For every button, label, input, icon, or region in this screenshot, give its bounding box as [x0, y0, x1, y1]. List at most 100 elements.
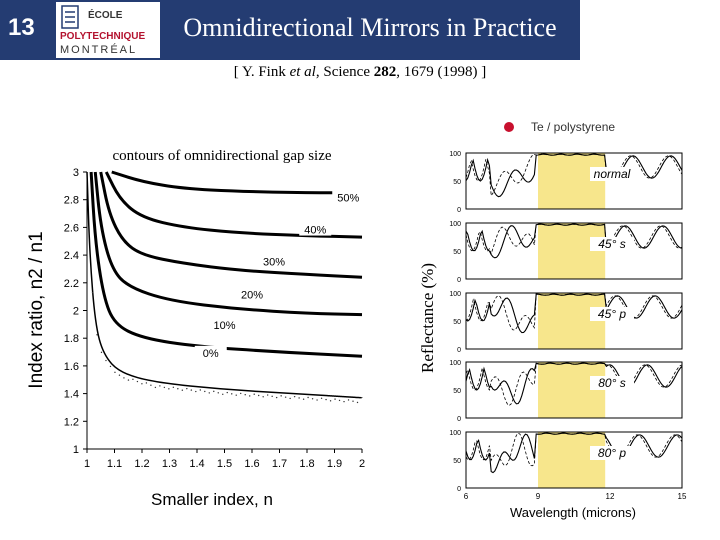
boundary-dot: [217, 392, 219, 394]
reflectance-x-label: Wavelength (microns): [510, 505, 636, 520]
y-tick-label: 2.4: [64, 250, 79, 262]
contour-chart: 1 1.1 1.2 1.3 1.4 1.5 1.6 1.7 1.8 1.9 2 1 1.2 1.4 1.6 1…: [26, 148, 365, 509]
legend-label: Te / polystyrene: [531, 120, 615, 134]
boundary-dot: [316, 399, 318, 401]
boundary-dot: [343, 400, 345, 403]
reflectance-y-tick: 50: [453, 388, 461, 395]
panel-label: normal: [594, 167, 631, 181]
reflectance-y-tick: 0: [457, 347, 461, 354]
boundary-dot: [100, 351, 103, 354]
boundary-dot: [204, 390, 206, 393]
contour-label-bg: [332, 190, 365, 204]
reflectance-panel: 0 50 100 80° s: [449, 360, 683, 423]
logo-line-2: POLYTECHNIQUE: [60, 31, 146, 42]
boundary-dot: [195, 390, 197, 393]
school-logo: ÉCOLE POLYTECHNIQUE MONTRÉAL: [56, 2, 160, 58]
reflectance-y-tick: 0: [457, 486, 461, 493]
contour-x-label: Smaller index, n: [151, 490, 273, 509]
citation-bold: 282: [373, 64, 397, 80]
boundary-dot: [186, 387, 188, 390]
boundary-dot: [302, 398, 305, 400]
boundary-dot: [235, 394, 237, 396]
boundary-dot: [244, 393, 246, 396]
boundary-dot: [298, 397, 300, 399]
slide-number: 13: [8, 14, 35, 41]
reflectance-curve-measured: [465, 362, 683, 407]
boundary-dot: [114, 371, 116, 374]
contour-label-bg: [299, 222, 332, 236]
boundary-dot: [181, 389, 184, 391]
boundary-dot: [338, 399, 341, 402]
contour-label: 20%: [241, 290, 263, 302]
panel-label: 80° p: [598, 446, 626, 460]
reflectance-y-tick: 100: [449, 291, 461, 298]
reflectance-y-tick: 50: [453, 319, 461, 326]
reflectance-x-tick: 12: [606, 492, 615, 501]
boundary-dot: [199, 389, 201, 391]
boundary-dot: [109, 365, 112, 368]
contour-line-40pct: [104, 171, 363, 239]
x-tick-label: 1.8: [299, 458, 314, 470]
panel-frame: [465, 222, 683, 280]
boundary-dot: [141, 383, 143, 385]
boundary-dot: [240, 392, 242, 395]
x-tick-label: 1: [84, 458, 90, 470]
boundary-dot: [172, 386, 175, 388]
contour-line-20pct: [93, 171, 363, 317]
logo-line-3: MONTRÉAL: [60, 43, 137, 56]
reflectance-y-tick: 50: [453, 179, 461, 186]
x-tick-label: 2: [359, 458, 365, 470]
boundary-dot: [293, 395, 296, 398]
logo-line-1: ÉCOLE: [88, 8, 123, 21]
y-tick-label: 3: [73, 167, 79, 179]
slide-title: Omnidirectional Mirrors in Practice: [183, 13, 557, 42]
contour-label-bg: [194, 345, 227, 359]
reflectance-panel: 0 50 100 45° s: [449, 221, 683, 284]
reflectance-y-label: Reflectance (%): [418, 263, 437, 373]
x-tick-label: 1.2: [134, 458, 149, 470]
reflectance-panel: 0 50 100 normal: [449, 151, 683, 214]
boundary-dot: [280, 395, 282, 397]
contour-label: 0%: [203, 348, 219, 360]
contour-line-10pct: [89, 171, 363, 358]
x-tick-label: 1.9: [327, 458, 342, 470]
panel-frame: [465, 431, 683, 489]
reflectance-y-tick: 50: [453, 249, 461, 256]
contour-label: 50%: [337, 193, 359, 205]
contour-y-label: Index ratio, n2 / n1: [26, 231, 47, 388]
boundary-dot: [91, 292, 94, 294]
reflectance-curve-measured: [465, 293, 683, 331]
citation-italic: et al: [289, 64, 316, 80]
boundary-dot: [123, 377, 125, 379]
reflectance-chart: Te / polystyrene 0 50 100 normal 0 50 100 45° s…: [418, 120, 687, 520]
panel-frame: [465, 152, 683, 210]
contour-label-bg: [236, 287, 268, 301]
logo-graphic: ÉCOLE POLYTECHNIQUE MONTRÉAL: [60, 5, 146, 56]
boundary-dot: [356, 401, 359, 404]
boundary-dot: [271, 395, 273, 398]
panel-label-bg: [590, 446, 634, 460]
boundary-dot: [190, 389, 193, 391]
boundary-dot: [253, 393, 255, 395]
boundary-dot: [136, 380, 139, 383]
reflectance-y-tick: 100: [449, 360, 461, 367]
boundary-dot: [352, 400, 354, 402]
boundary-dot: [289, 397, 291, 400]
y-tick-label: 1: [73, 444, 79, 456]
panel-label: 80° s: [598, 376, 625, 390]
boundary-dot: [275, 396, 278, 399]
boundary-dot: [177, 388, 179, 390]
reflectance-y-tick: 50: [453, 458, 461, 465]
boundary-dot: [96, 334, 98, 336]
reflectance-y-tick: 100: [449, 430, 461, 437]
boundary-dot: [154, 386, 157, 389]
reflectance-curve: [465, 293, 683, 334]
boundary-dot: [347, 399, 350, 401]
reflectance-x-tick: 15: [678, 492, 687, 501]
contour-line-30pct: [99, 171, 363, 279]
reflectance-y-tick: 0: [457, 416, 461, 423]
boundary-dot: [118, 374, 121, 376]
boundary-dot: [105, 359, 107, 362]
panel-label-bg: [590, 376, 634, 390]
y-tick-label: 1.6: [64, 361, 79, 373]
